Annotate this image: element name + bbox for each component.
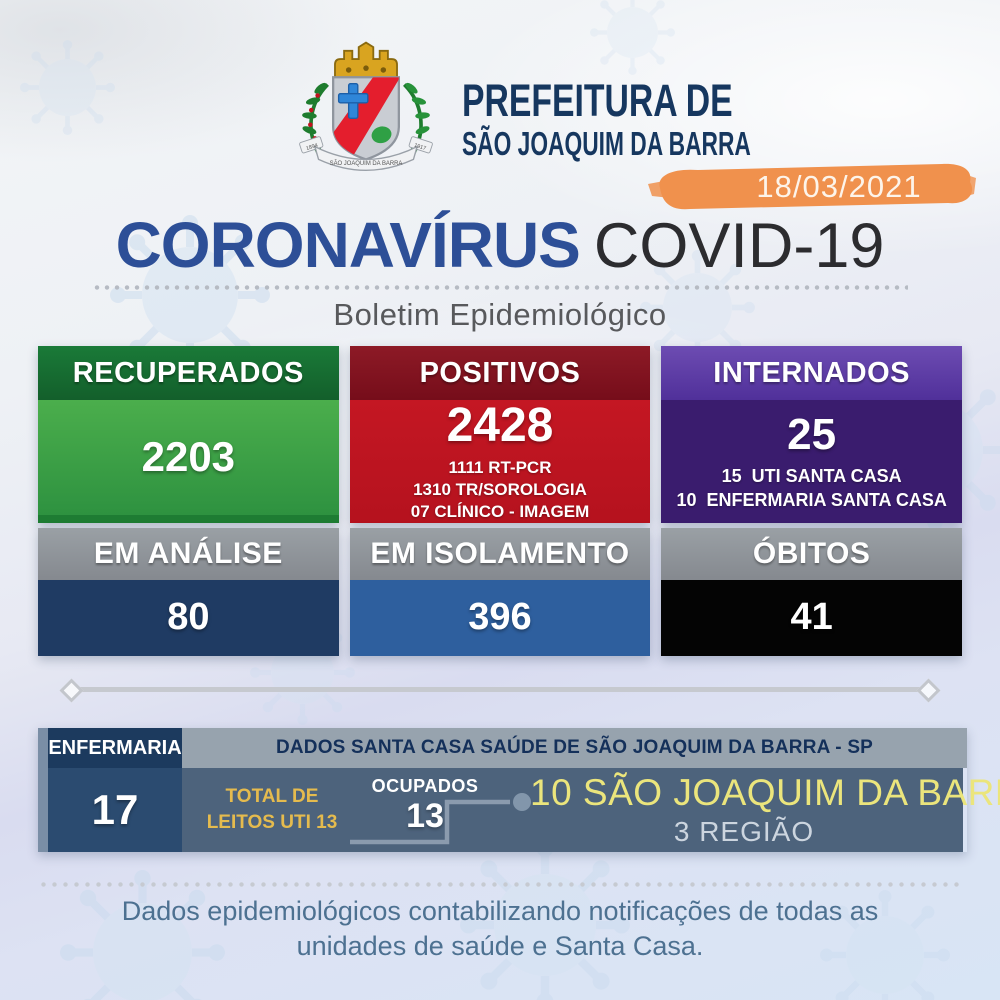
card-em-isolamento-value: 396 bbox=[468, 596, 532, 639]
card-positivos-value: 2428 bbox=[446, 399, 554, 452]
bulletin-date: 18/03/2021 bbox=[756, 169, 922, 204]
card-obitos-value: 41 bbox=[790, 596, 833, 639]
title-covid19: COVID-19 bbox=[593, 211, 885, 281]
org-name-line1: PREFEITURA DE bbox=[462, 75, 733, 126]
card-obitos: ÓBITOS 41 bbox=[661, 528, 962, 656]
card-recuperados-label: RECUPERADOS bbox=[38, 346, 339, 400]
card-em-analise-label: EM ANÁLISE bbox=[38, 528, 339, 580]
card-positivos-detail: 1310 TR/SOROLOGIA bbox=[413, 479, 587, 499]
card-em-isolamento: EM ISOLAMENTO 396 bbox=[349, 528, 651, 656]
card-obitos-label: ÓBITOS bbox=[661, 528, 962, 580]
uti-total-label: TOTAL DE LEITOS UTI 13 bbox=[192, 784, 352, 835]
card-recuperados: RECUPERADOS 2203 bbox=[38, 346, 339, 524]
card-internados-detail: 10 ENFERMARIA SANTA CASA bbox=[676, 489, 947, 510]
card-positivos-detail: 1111 RT-PCR bbox=[448, 457, 552, 477]
crest-cross bbox=[337, 82, 369, 120]
footer-note-line1: Dados epidemiológicos contabilizando not… bbox=[121, 896, 879, 926]
ocupados-value: 13 bbox=[406, 797, 444, 835]
crest-ribbon: 1894 1917 SÃO JOAQUIM DA BARRA bbox=[299, 136, 433, 171]
city-crest-logo: 1894 1917 SÃO JOAQUIM DA BARRA bbox=[268, 28, 464, 174]
divider-diamond-icon bbox=[59, 678, 84, 703]
title-dotted-divider bbox=[92, 285, 908, 290]
card-em-analise-value: 80 bbox=[167, 596, 210, 639]
region-line: 3 REGIÃO bbox=[673, 815, 815, 847]
org-name-line2: SÃO JOAQUIM DA BARRA bbox=[462, 125, 751, 162]
card-recuperados-value: 2203 bbox=[141, 433, 236, 481]
city-line: 10 SÃO JOAQUIM DA BARRA bbox=[530, 772, 1000, 813]
footer-note-line2: unidades de saúde e Santa Casa. bbox=[296, 931, 704, 962]
virus-decoration-icon bbox=[590, 0, 675, 75]
stats-row-2: EM ANÁLISE 80 EM ISOLAMENTO 396 ÓBITOS 4… bbox=[38, 528, 962, 656]
footer-dotted-divider bbox=[38, 882, 962, 887]
card-em-analise: EM ANÁLISE 80 bbox=[38, 528, 339, 656]
uti-total-line2: LEITOS UTI 13 bbox=[206, 811, 338, 833]
card-internados-label: INTERNADOS bbox=[661, 346, 962, 400]
enfermaria-label: ENFERMARIA bbox=[48, 728, 182, 768]
ocupados-block: OCUPADOS 13 bbox=[360, 776, 490, 836]
date-badge: 18/03/2021 bbox=[646, 160, 976, 214]
virus-decoration-icon bbox=[20, 40, 115, 135]
crest-banner-text: SÃO JOAQUIM DA BARRA bbox=[330, 160, 403, 167]
crest-year-left: 1894 bbox=[305, 143, 318, 152]
title-coronavirus: CORONAVÍRUS bbox=[115, 209, 581, 281]
card-internados: INTERNADOS 25 15 UTI SANTA CASA 10 ENFER… bbox=[661, 346, 962, 524]
card-internados-value: 25 bbox=[787, 409, 837, 459]
crest-green-charge bbox=[371, 126, 392, 144]
card-positivos-detail: 07 CLÍNICO - IMAGEM bbox=[410, 501, 590, 521]
page-subtitle: Boletim Epidemiológico bbox=[333, 297, 667, 332]
ocupados-label: OCUPADOS bbox=[371, 776, 479, 796]
uti-total-line1: TOTAL DE bbox=[225, 786, 319, 807]
footer-note: Dados epidemiológicos contabilizando not… bbox=[0, 894, 1000, 964]
card-positivos: POSITIVOS 2428 1111 RT-PCR 1310 TR/SOROL… bbox=[349, 346, 651, 524]
santa-casa-body: TOTAL DE LEITOS UTI 13 OCUPADOS 13 10 SÃ… bbox=[182, 768, 1000, 852]
card-positivos-label: POSITIVOS bbox=[349, 346, 651, 400]
crest-year-right: 1917 bbox=[413, 143, 426, 152]
santa-casa-header: DADOS SANTA CASA SAÚDE DE SÃO JOAQUIM DA… bbox=[182, 728, 967, 768]
divider-diamond-icon bbox=[916, 678, 941, 703]
panel-edge-strip bbox=[38, 728, 48, 852]
section-divider bbox=[59, 678, 941, 703]
organization-name: PREFEITURA DE SÃO JOAQUIM DA BARRA bbox=[462, 78, 881, 160]
crest-red-bend bbox=[333, 77, 399, 160]
page-title: CORONAVÍRUS COVID-19 bbox=[0, 210, 1000, 298]
stats-row-1: RECUPERADOS 2203 POSITIVOS 2428 1111 RT-… bbox=[38, 346, 962, 524]
connector-line-icon bbox=[350, 793, 531, 845]
santa-casa-panel: ENFERMARIA 17 DADOS SANTA CASA SAÚDE DE … bbox=[38, 728, 1000, 852]
enfermaria-value: 17 bbox=[48, 768, 182, 852]
brush-stroke-icon bbox=[648, 163, 976, 210]
card-em-isolamento-label: EM ISOLAMENTO bbox=[349, 528, 651, 580]
city-summary: 10 SÃO JOAQUIM DA BARRA 3 REGIÃO bbox=[530, 772, 1000, 848]
card-internados-detail: 15 UTI SANTA CASA bbox=[721, 466, 902, 487]
crest-crown bbox=[334, 41, 398, 79]
